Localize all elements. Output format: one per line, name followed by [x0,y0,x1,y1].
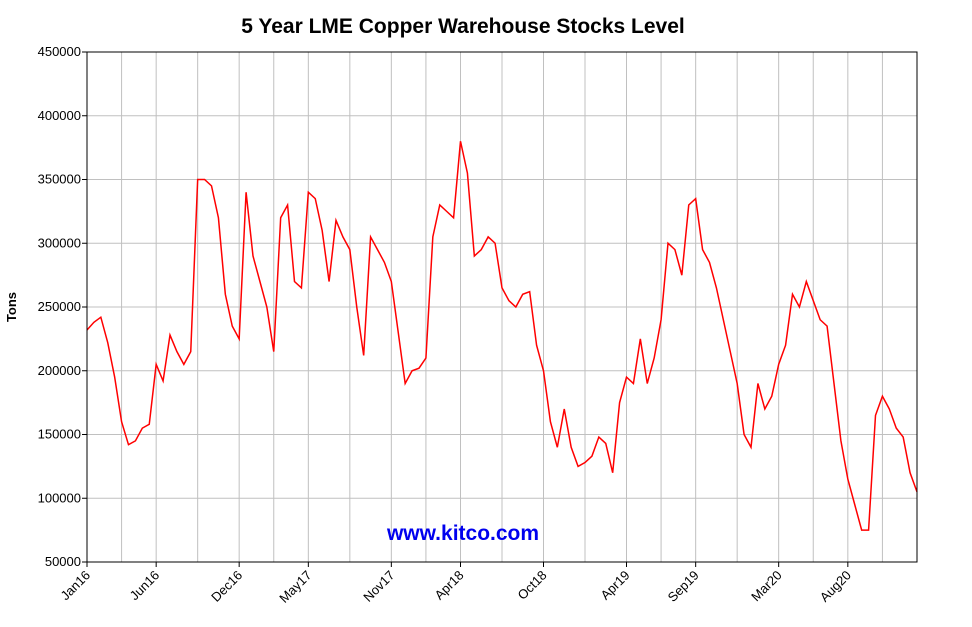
y-tick-label: 250000 [38,299,81,314]
chart-title: 5 Year LME Copper Warehouse Stocks Level [241,15,685,38]
x-tick-label: Apr19 [597,568,632,603]
y-tick-label: 400000 [38,108,81,123]
y-tick-label: 100000 [38,490,81,505]
x-tick-label: Oct18 [514,568,549,603]
watermark: www.kitco.com [386,522,539,545]
x-tick-label: Jun16 [127,568,163,604]
y-tick-label: 150000 [38,427,81,442]
y-tick-label: 450000 [38,44,81,59]
x-tick-label: Nov17 [360,568,397,605]
x-tick-label: Apr18 [431,568,466,603]
x-tick-label: May17 [276,568,314,606]
plot-frame [86,51,918,563]
x-tick-label: Aug20 [817,568,854,605]
x-tick-label: Jan16 [57,568,93,604]
y-axis-label: Tons [4,292,19,322]
x-tick-label: Dec16 [208,568,245,605]
x-tick-label: Sep19 [665,568,702,605]
y-tick-label: 300000 [38,235,81,250]
y-tick-label: 200000 [38,363,81,378]
y-tick-label: 350000 [38,172,81,187]
x-tick-label: Mar20 [748,568,785,605]
data-line [86,141,918,531]
y-tick-label: 50000 [45,554,81,569]
